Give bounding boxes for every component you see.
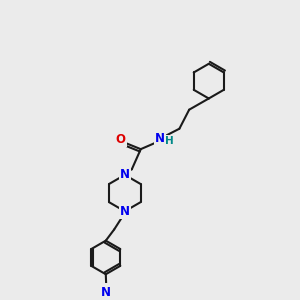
Text: N: N — [155, 132, 165, 145]
Text: N: N — [120, 168, 130, 182]
Text: N: N — [120, 205, 130, 218]
Text: N: N — [101, 286, 111, 299]
Text: H: H — [165, 136, 174, 146]
Text: O: O — [116, 134, 126, 146]
